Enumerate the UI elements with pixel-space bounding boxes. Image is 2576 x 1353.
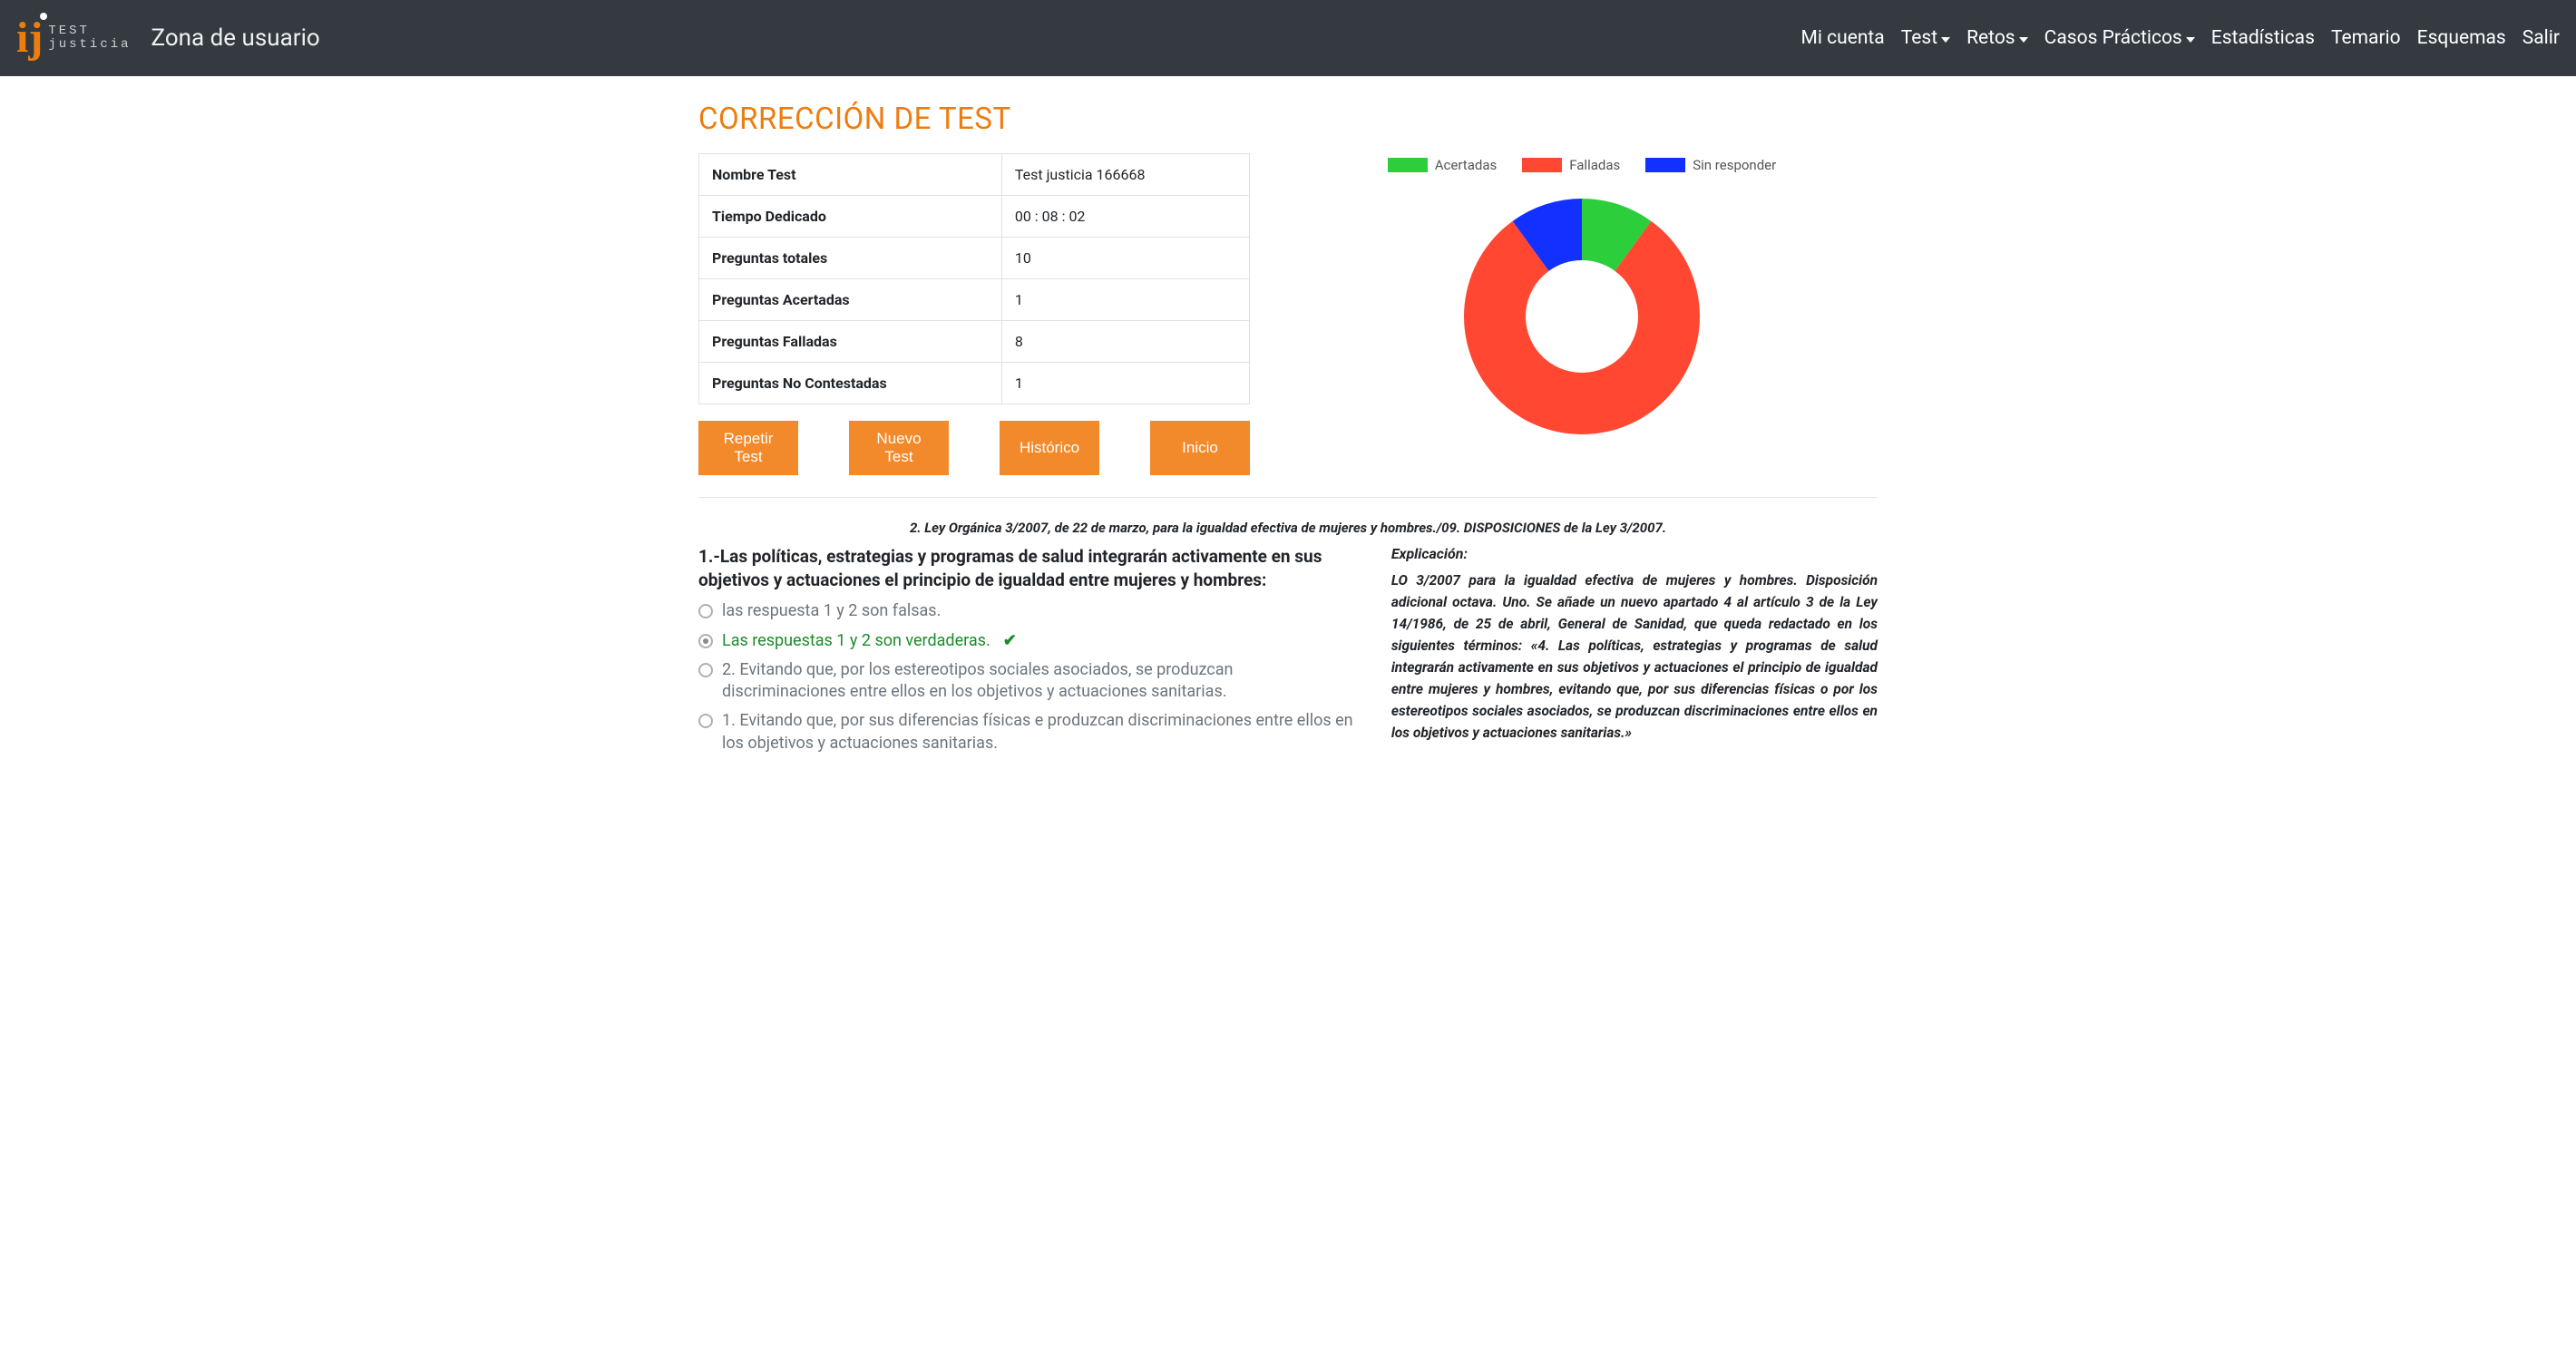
- summary-label: Tiempo Dedicado: [699, 196, 1002, 238]
- answer-option[interactable]: 2. Evitando que, por los estereotipos so…: [698, 659, 1355, 704]
- nav-mi-cuenta[interactable]: Mi cuenta: [1800, 27, 1884, 49]
- nav: Mi cuenta Test Retos Casos Prácticos Est…: [1800, 27, 2560, 49]
- answer-text: Las respuestas 1 y 2 son verdaderas.: [722, 630, 990, 652]
- navbar: ij TEST justicia Zona de usuario Mi cuen…: [0, 0, 2576, 76]
- radio-icon: [698, 634, 713, 648]
- nav-temario[interactable]: Temario: [2331, 27, 2401, 49]
- summary-label: Preguntas Falladas: [699, 321, 1002, 363]
- summary-label: Nombre Test: [699, 154, 1002, 196]
- summary-label: Preguntas No Contestadas: [699, 363, 1002, 404]
- chart-legend: Acertadas Falladas Sin responder: [1388, 157, 1776, 173]
- results-donut-chart: [1446, 180, 1718, 453]
- answer-text: las respuesta 1 y 2 son falsas.: [722, 600, 941, 622]
- legend-label: Falladas: [1569, 157, 1620, 173]
- divider: [698, 497, 1878, 498]
- check-icon: ✔: [1003, 630, 1017, 652]
- legend-item-falladas: Falladas: [1522, 157, 1620, 173]
- answer-option[interactable]: Las respuestas 1 y 2 son verdaderas. ✔: [698, 630, 1355, 652]
- radio-icon: [698, 663, 713, 677]
- summary-value: Test justicia 166668: [1001, 154, 1249, 196]
- nav-salir[interactable]: Salir: [2522, 27, 2560, 49]
- summary-table: Nombre TestTest justicia 166668Tiempo De…: [698, 153, 1250, 404]
- legend-swatch: [1645, 158, 1685, 172]
- legend-label: Sin responder: [1693, 157, 1776, 173]
- logo-glyph: ij: [16, 16, 43, 60]
- logo-text-bottom: justicia: [48, 38, 131, 52]
- question-text: 1.-Las políticas, estrategias y programa…: [698, 545, 1355, 591]
- table-row: Preguntas Acertadas1: [699, 279, 1250, 321]
- nav-estadisticas[interactable]: Estadísticas: [2211, 27, 2315, 49]
- summary-label: Preguntas Acertadas: [699, 279, 1002, 321]
- repetir-test-button[interactable]: Repetir Test: [698, 421, 798, 475]
- historico-button[interactable]: Histórico: [1000, 421, 1099, 475]
- chevron-down-icon: [2186, 37, 2195, 43]
- logo[interactable]: ij TEST justicia: [16, 16, 132, 60]
- summary-value: 00 : 08 : 02: [1001, 196, 1249, 238]
- explanation-body: LO 3/2007 para la igualdad efectiva de m…: [1391, 569, 1878, 744]
- table-row: Preguntas Falladas8: [699, 321, 1250, 363]
- answer-text: 2. Evitando que, por los estereotipos so…: [722, 659, 1355, 704]
- summary-value: 8: [1001, 321, 1249, 363]
- radio-icon: [698, 714, 713, 728]
- table-row: Nombre TestTest justicia 166668: [699, 154, 1250, 196]
- nav-casos-practicos[interactable]: Casos Prácticos: [2044, 27, 2195, 49]
- summary-value: 1: [1001, 363, 1249, 404]
- table-row: Preguntas totales10: [699, 238, 1250, 279]
- nav-test-label: Test: [1901, 27, 1937, 49]
- page-title: CORRECCIÓN DE TEST: [698, 102, 1878, 137]
- answers-list: las respuesta 1 y 2 son falsas. Las respu…: [698, 600, 1355, 754]
- chevron-down-icon: [1941, 37, 1950, 43]
- nav-test[interactable]: Test: [1901, 27, 1950, 49]
- legend-swatch: [1522, 158, 1562, 172]
- answer-option[interactable]: las respuesta 1 y 2 son falsas.: [698, 600, 1355, 622]
- inicio-button[interactable]: Inicio: [1150, 421, 1250, 475]
- answer-text: 1. Evitando que, por sus diferencias fís…: [722, 710, 1355, 754]
- chevron-down-icon: [2019, 37, 2028, 43]
- nuevo-test-button[interactable]: Nuevo Test: [849, 421, 949, 475]
- legend-swatch: [1388, 158, 1428, 172]
- logo-text-top: TEST: [48, 24, 131, 38]
- radio-icon: [698, 604, 713, 618]
- explanation-head: Explicación:: [1391, 545, 1878, 562]
- brand-title[interactable]: Zona de usuario: [151, 24, 320, 52]
- nav-retos-label: Retos: [1966, 27, 2015, 49]
- nav-esquemas[interactable]: Esquemas: [2417, 27, 2506, 49]
- legend-item-sin_responder: Sin responder: [1645, 157, 1776, 173]
- summary-value: 1: [1001, 279, 1249, 321]
- summary-value: 10: [1001, 238, 1249, 279]
- question-source: 2. Ley Orgánica 3/2007, de 22 de marzo, …: [698, 520, 1878, 536]
- table-row: Preguntas No Contestadas1: [699, 363, 1250, 404]
- table-row: Tiempo Dedicado00 : 08 : 02: [699, 196, 1250, 238]
- summary-label: Preguntas totales: [699, 238, 1002, 279]
- legend-item-acertadas: Acertadas: [1388, 157, 1497, 173]
- answer-option[interactable]: 1. Evitando que, por sus diferencias fís…: [698, 710, 1355, 754]
- legend-label: Acertadas: [1435, 157, 1497, 173]
- nav-retos[interactable]: Retos: [1966, 27, 2028, 49]
- nav-casos-label: Casos Prácticos: [2044, 27, 2182, 49]
